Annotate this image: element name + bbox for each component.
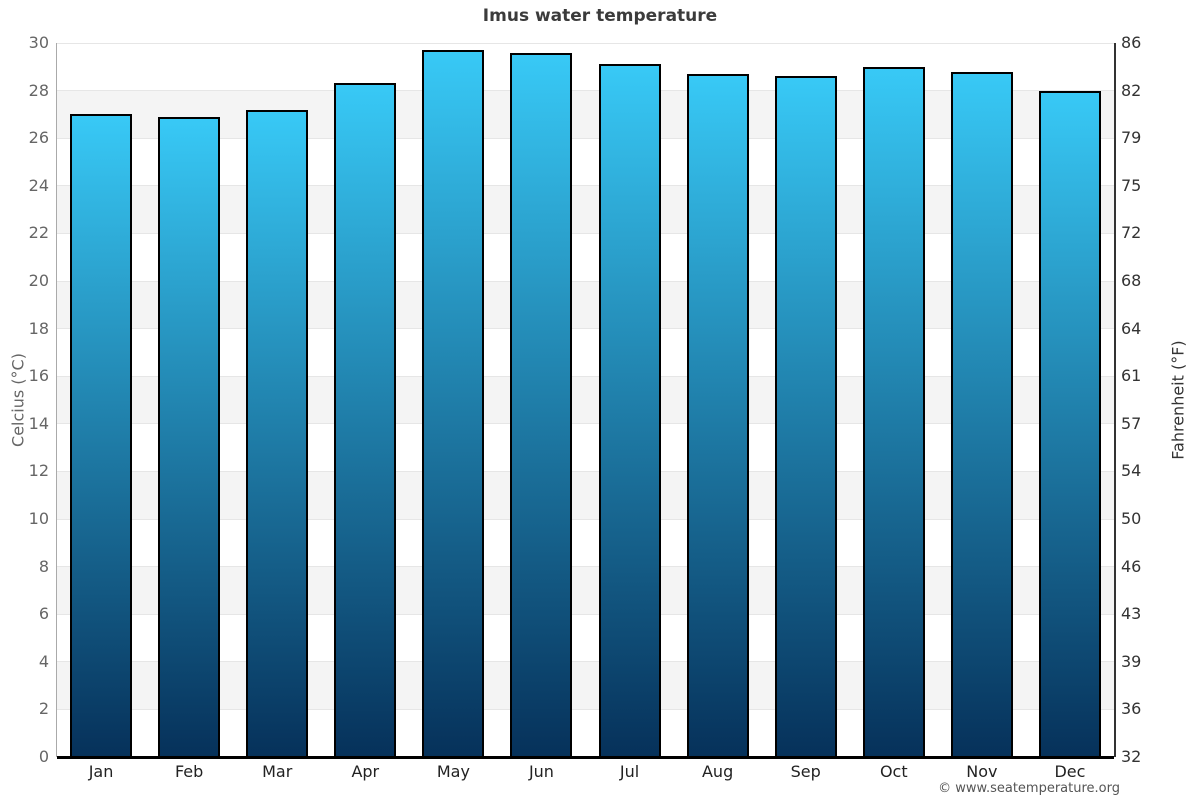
grid-band	[57, 90, 1114, 139]
bar-oct[interactable]	[862, 66, 925, 757]
fahrenheit-tick-39: 39	[1121, 651, 1142, 671]
month-label-oct: Oct	[879, 762, 908, 781]
grid-band	[57, 281, 1114, 329]
fahrenheit-tick-46: 46	[1121, 556, 1142, 576]
fahrenheit-tick-61: 61	[1121, 366, 1142, 386]
bar-nov[interactable]	[950, 71, 1013, 757]
fahrenheit-tick-43: 43	[1121, 604, 1142, 624]
fahrenheit-tick-82: 82	[1121, 80, 1142, 100]
grid-band	[57, 471, 1114, 519]
bar-aug[interactable]	[686, 73, 749, 757]
celsius-tick-30: 30	[28, 33, 49, 52]
fahrenheit-tick-64: 64	[1121, 318, 1142, 338]
month-label-jan: Jan	[88, 762, 114, 781]
month-label-mar: Mar	[262, 762, 293, 781]
month-label-feb: Feb	[174, 762, 204, 781]
fahrenheit-tick-50: 50	[1121, 509, 1142, 528]
grid-band	[57, 661, 1114, 710]
chart-title: Imus water temperature	[482, 6, 718, 26]
baseline	[57, 755, 1114, 759]
celsius-tick-12: 12	[28, 461, 49, 481]
gridline	[57, 328, 1114, 330]
celsius-tick-26: 26	[28, 128, 49, 148]
fahrenheit-tick-79: 79	[1121, 128, 1142, 148]
fahrenheit-tick-57: 57	[1121, 413, 1142, 433]
celsius-tick-8: 8	[38, 556, 49, 576]
gridline	[57, 90, 1114, 92]
fahrenheit-tick-72: 72	[1121, 223, 1142, 243]
celsius-tick-4: 4	[38, 651, 49, 671]
fahrenheit-tick-54: 54	[1121, 461, 1142, 481]
celsius-tick-18: 18	[28, 318, 49, 338]
fahrenheit-tick-86: 86	[1121, 33, 1142, 52]
month-label-nov: Nov	[966, 762, 998, 781]
bar-feb[interactable]	[158, 116, 221, 757]
gridline	[57, 42, 1114, 44]
bar-dec[interactable]	[1038, 90, 1101, 757]
left-axis-title: Celcius (°C)	[8, 353, 28, 447]
gridline	[57, 566, 1114, 568]
fahrenheit-tick-36: 36	[1121, 699, 1142, 719]
month-label-may: May	[436, 762, 470, 781]
bar-apr[interactable]	[334, 83, 397, 757]
month-label-dec: Dec	[1054, 762, 1086, 781]
bar-jun[interactable]	[510, 52, 573, 757]
bar-mar[interactable]	[246, 109, 309, 757]
fahrenheit-tick-32: 32	[1121, 747, 1142, 766]
right-axis-title: Fahrenheit (°F)	[1168, 340, 1188, 460]
celsius-tick-22: 22	[28, 223, 49, 243]
gridline	[57, 423, 1114, 425]
fahrenheit-tick-75: 75	[1121, 175, 1142, 195]
celsius-tick-14: 14	[28, 413, 49, 433]
celsius-tick-24: 24	[28, 175, 49, 195]
gridline	[57, 375, 1114, 377]
gridline	[57, 708, 1114, 710]
gridline	[57, 185, 1114, 187]
celsius-tick-10: 10	[28, 509, 49, 528]
gridline	[57, 661, 1114, 663]
grid-band	[57, 376, 1114, 424]
celsius-tick-0: 0	[38, 747, 49, 766]
gridline	[57, 280, 1114, 282]
month-label-sep: Sep	[790, 762, 821, 781]
copyright-link[interactable]: © www.seatemperature.org	[938, 781, 1120, 796]
bar-sep[interactable]	[774, 76, 837, 757]
grid-band	[57, 185, 1114, 234]
month-label-aug: Aug	[701, 762, 734, 781]
gridline	[57, 137, 1114, 139]
left-axis-line	[56, 43, 57, 757]
month-label-jun: Jun	[528, 762, 554, 781]
gridline	[57, 613, 1114, 615]
celsius-tick-6: 6	[38, 604, 49, 624]
month-label-apr: Apr	[351, 762, 380, 781]
celsius-tick-2: 2	[38, 699, 49, 719]
gridline	[57, 518, 1114, 520]
fahrenheit-tick-68: 68	[1121, 271, 1142, 290]
gridline	[57, 232, 1114, 234]
gridline	[57, 470, 1114, 472]
bar-jan[interactable]	[70, 114, 133, 757]
celsius-tick-16: 16	[28, 366, 49, 386]
celsius-tick-28: 28	[28, 80, 49, 100]
bar-may[interactable]	[422, 50, 485, 757]
celsius-tick-20: 20	[28, 271, 49, 290]
month-label-jul: Jul	[619, 762, 640, 781]
bar-jul[interactable]	[598, 64, 661, 757]
right-axis-line	[1114, 43, 1116, 757]
grid-band	[57, 566, 1114, 615]
plot-area	[57, 42, 1114, 757]
